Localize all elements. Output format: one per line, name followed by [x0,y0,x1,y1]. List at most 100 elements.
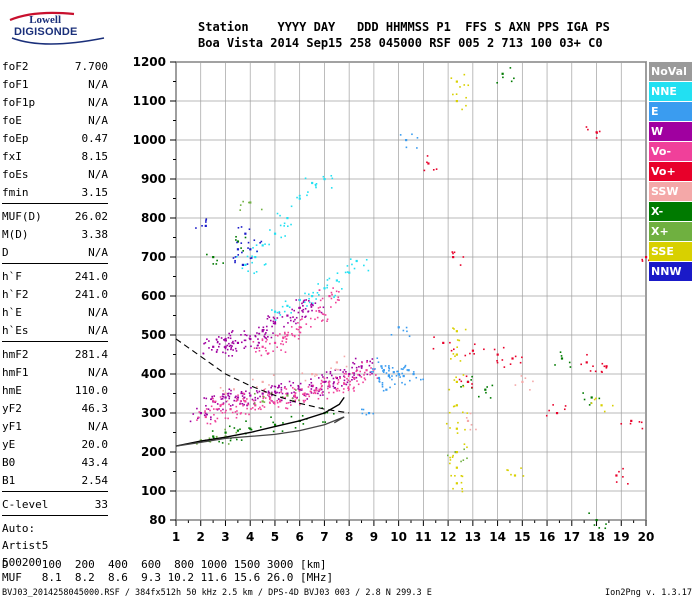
echo-point [291,308,293,311]
echo-point [286,334,288,337]
echo-point [253,239,256,242]
echo-point [276,317,279,319]
echo-point [377,361,380,363]
echo-point [353,267,356,270]
param-row: B0 43.4 [2,454,108,472]
echo-point [467,84,470,87]
echo-point [278,391,281,394]
echo-point [279,399,282,401]
echo-point [280,389,283,391]
echo-point [239,428,241,431]
echo-point [220,337,223,339]
echo-point [241,251,243,254]
echo-point [397,373,400,376]
echo-point [237,394,239,397]
echo-point [297,384,300,387]
echo-point [295,316,298,319]
echo-point [253,401,256,404]
echo-point [231,345,233,347]
echo-point [371,358,374,360]
echo-point [365,258,368,261]
echo-point [615,481,618,483]
echo-point [323,287,326,290]
echo-point [335,290,338,293]
echo-point [254,399,257,401]
echo-point [583,398,586,401]
echo-point [290,404,292,406]
echo-point [366,373,369,376]
echo-point [353,390,355,392]
echo-point [598,397,601,400]
echo-point [235,416,238,419]
echo-point [244,334,246,336]
echo-point [462,374,465,376]
echo-point [217,345,220,348]
echo-point [455,380,458,383]
echo-point [207,408,210,410]
echo-point [272,374,275,377]
echo-point [222,262,224,264]
echo-point [233,427,236,429]
echo-point [215,351,218,353]
echo-point [289,316,292,319]
echo-point [273,401,276,404]
echo-point [352,361,354,364]
echo-point [466,457,468,460]
echo-point [401,372,404,375]
echo-point [280,349,282,351]
echo-point [404,364,407,367]
echo-point [319,394,322,397]
echo-point [360,367,363,369]
echo-point [588,404,591,406]
echo-point [213,408,215,410]
echo-point [283,387,286,389]
echo-point [236,240,240,243]
echo-point [249,248,252,251]
echo-point [273,232,277,235]
echo-point [248,201,250,204]
echo-point [335,301,337,304]
legend-item-vo: Vo+ [649,162,692,181]
echo-point [330,297,333,300]
echo-point [304,316,306,318]
echo-point [268,395,271,398]
echo-point [292,320,295,323]
echo-point [289,401,292,404]
echo-point [451,251,454,253]
echo-point [322,394,324,396]
echo-point [322,376,324,378]
echo-point [277,398,280,401]
echo-point [343,369,346,371]
param-value: 2.54 [81,474,109,487]
echo-point [258,347,261,349]
echo-point [473,353,475,355]
echo-point [273,310,277,313]
echo-point [219,396,222,398]
echo-point [524,377,527,379]
y-tick-label: 300 [141,406,166,420]
y-tick-label: 100 [141,484,166,498]
echo-point [217,336,220,338]
param-value: 46.3 [81,402,109,415]
echo-point [315,298,317,300]
echo-point [252,399,255,402]
echo-point [376,357,379,360]
echo-point [506,469,508,471]
echo-point [388,369,390,372]
param-value: 241.0 [74,288,108,301]
echo-point [255,271,258,273]
echo-point [236,429,240,432]
echo-point [311,302,314,305]
echo-point [514,384,517,386]
echo-point [304,395,307,397]
echo-point [300,326,303,329]
echo-point [320,311,323,314]
y-tick-label: 600 [141,289,166,303]
echo-point [287,322,289,324]
x-tick-label: 20 [638,530,655,544]
echo-point [272,322,275,325]
x-tick-label: 4 [246,530,254,544]
echo-point [423,169,426,172]
echo-point [303,392,306,395]
echo-point [381,383,384,386]
